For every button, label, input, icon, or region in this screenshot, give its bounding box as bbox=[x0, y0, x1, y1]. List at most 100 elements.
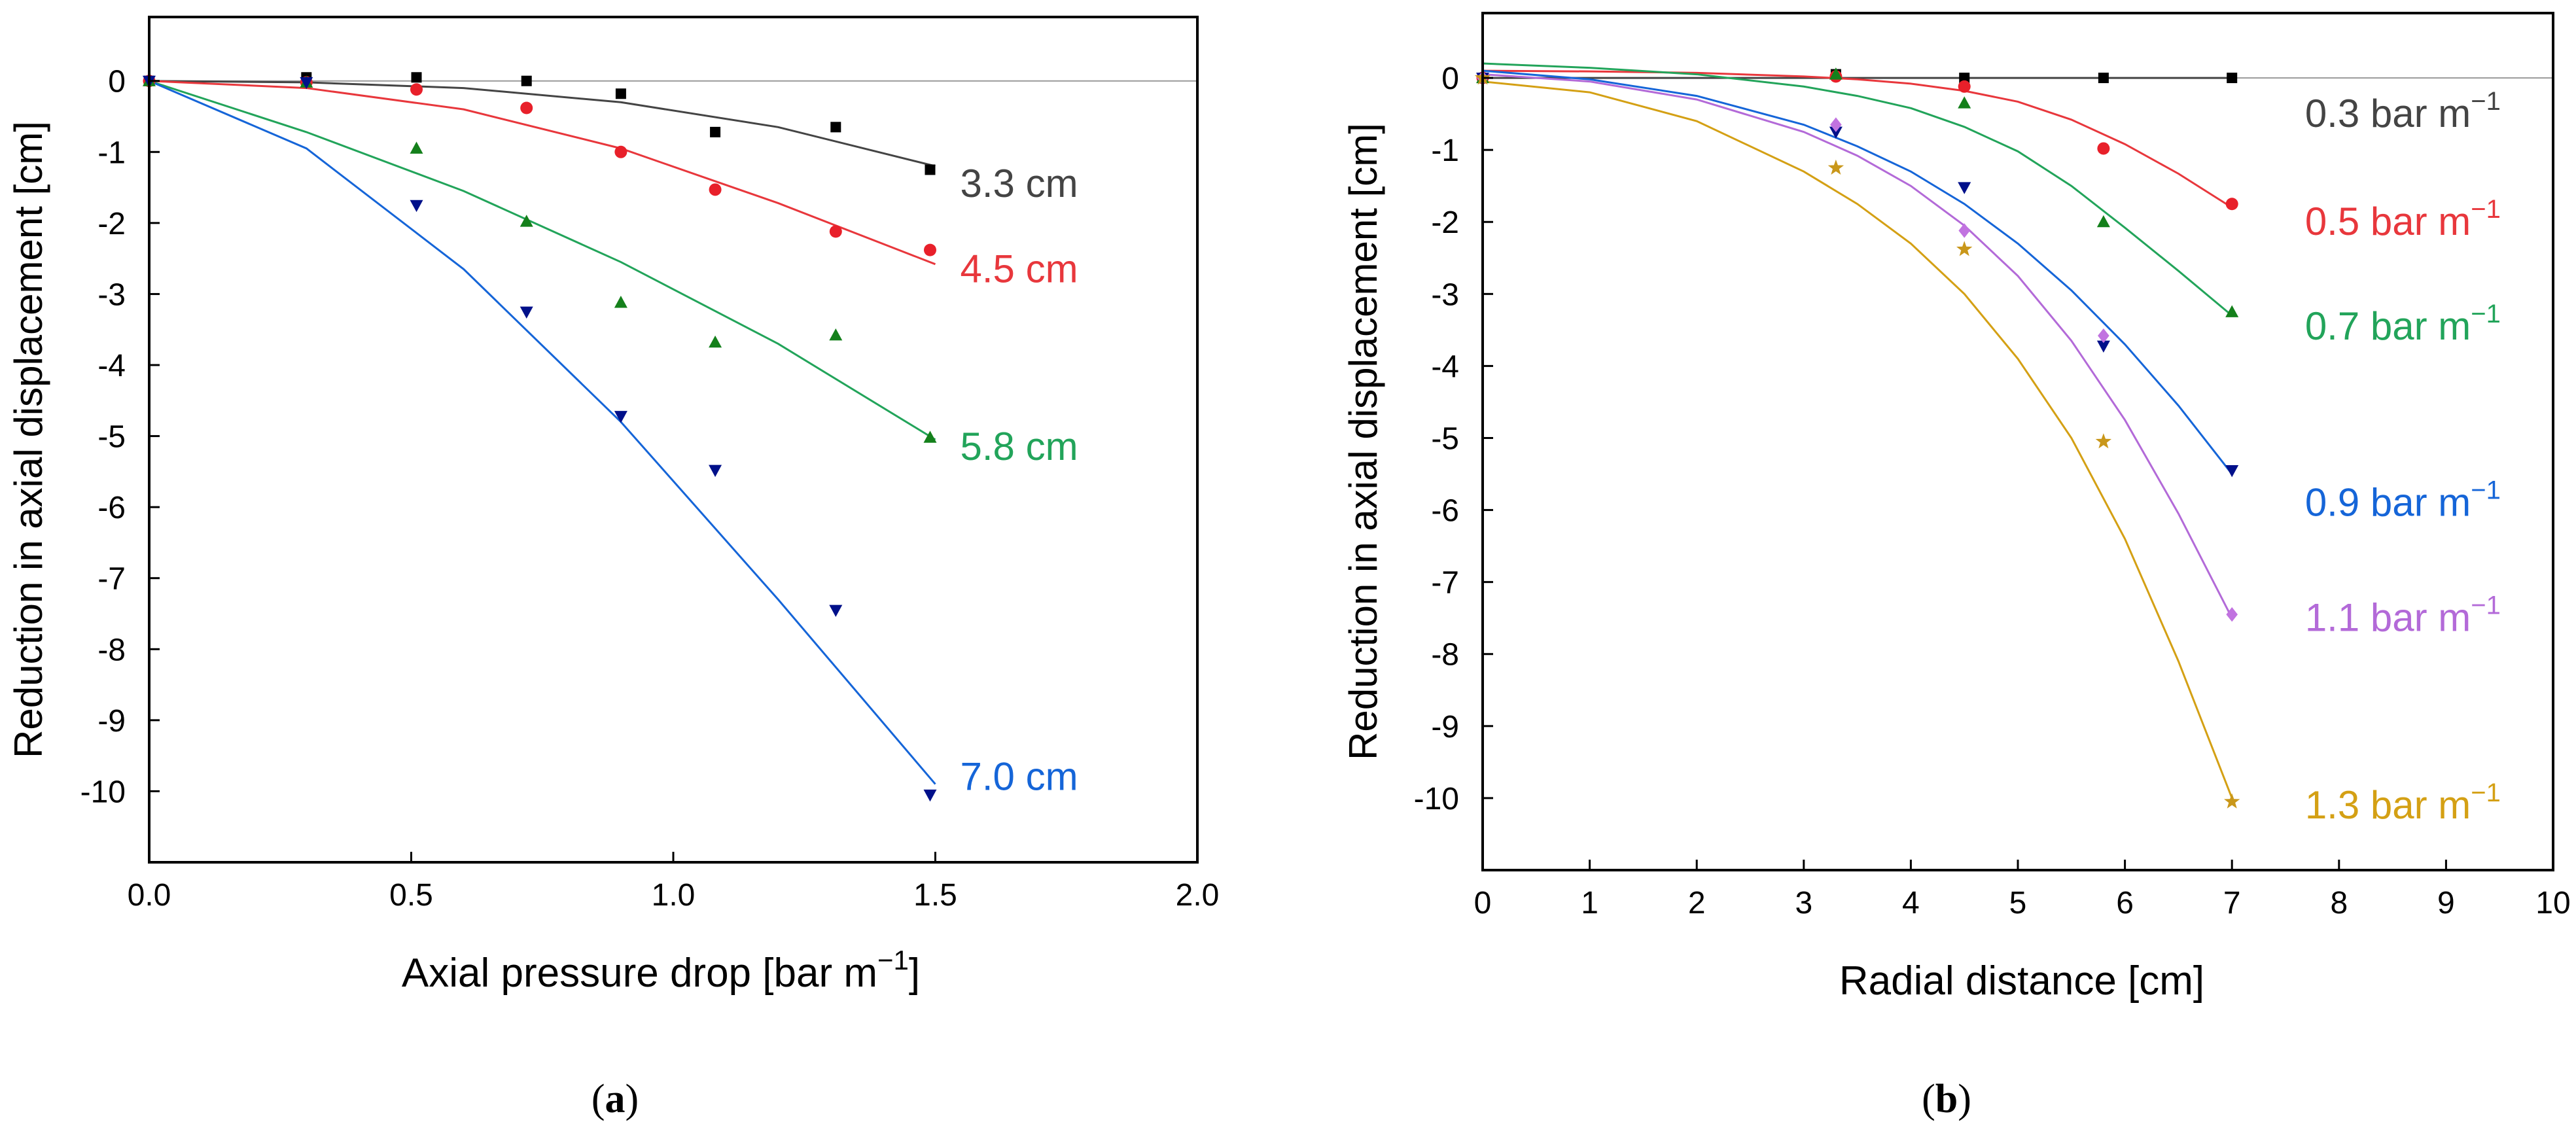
x-tick-label: 0 bbox=[1474, 886, 1492, 920]
y-tick-label: -4 bbox=[1431, 349, 1459, 384]
series-label-2-main: 4.5 cm bbox=[961, 247, 1078, 290]
y-tick-label: -10 bbox=[1414, 782, 1459, 816]
y-tick-label: -9 bbox=[1431, 710, 1459, 745]
x-axis-title: Radial distance [cm] bbox=[1839, 958, 2204, 1004]
panel-label-close: ) bbox=[626, 1077, 639, 1121]
data-point-s3-4 bbox=[2096, 215, 2110, 228]
series-label-3-superscript: −1 bbox=[2471, 300, 2501, 328]
data-point-s2-4 bbox=[2097, 142, 2110, 155]
x-tick-label: 7 bbox=[2223, 886, 2241, 920]
fit-curve-4 bbox=[149, 80, 936, 785]
x-axis-title-main: Axial pressure drop [bar m bbox=[402, 951, 877, 996]
y-tick-label: -4 bbox=[97, 349, 126, 383]
data-point-s1-5 bbox=[615, 88, 626, 99]
fit-curve-2 bbox=[149, 80, 936, 266]
y-tick-label: -8 bbox=[97, 633, 126, 667]
series-label-4-main: 0.9 bar m bbox=[2305, 481, 2471, 525]
x-tick-label: 1.5 bbox=[913, 878, 957, 913]
y-tick-label: -7 bbox=[97, 562, 126, 597]
data-point-s3-5 bbox=[2225, 305, 2239, 317]
data-point-s4-3 bbox=[410, 200, 423, 213]
y-axis-title: Reduction in axial displacement [cm] bbox=[7, 121, 50, 758]
x-axis-title-main: Radial distance [cm] bbox=[1839, 958, 2204, 1004]
fit-curve-5 bbox=[1482, 73, 2233, 619]
data-point-s1-5 bbox=[2227, 73, 2238, 84]
series-label-1-main: 3.3 cm bbox=[961, 162, 1078, 205]
series-label-2: 4.5 cm bbox=[961, 247, 1078, 290]
data-point-s4-4 bbox=[2096, 340, 2110, 353]
data-point-s5-3 bbox=[1958, 223, 1970, 238]
panel-label-letter: b bbox=[1935, 1077, 1958, 1121]
data-point-s5-5 bbox=[2226, 607, 2238, 622]
data-point-s3-4 bbox=[520, 215, 533, 227]
x-tick-label: 1 bbox=[1581, 886, 1598, 920]
data-point-s3-2 bbox=[1829, 67, 1843, 80]
data-point-s1-3 bbox=[1959, 73, 1970, 84]
y-tick-label: -2 bbox=[97, 207, 126, 241]
data-point-s2-5 bbox=[2225, 198, 2238, 211]
chart-panel-a: 3.3 cm 4.5 cm 5.8 cm 7.0 cm 0.0 0.5 1.0 1.5 2.0 0… bbox=[7, 16, 1220, 1121]
series-label-1-main: 0.3 bar m bbox=[2305, 92, 2471, 135]
y-tick-label: -8 bbox=[1431, 638, 1459, 673]
series-label-5: 1.1 bar m−1 bbox=[2305, 591, 2501, 640]
y-tick-label: -6 bbox=[1431, 494, 1459, 529]
series-label-3: 5.8 cm bbox=[961, 425, 1078, 468]
y-tick-label: 0 bbox=[1441, 61, 1459, 96]
panel-label-close: ) bbox=[1958, 1077, 1971, 1121]
y-tick-label: -3 bbox=[1431, 277, 1459, 312]
data-point-s4-2 bbox=[1829, 126, 1843, 139]
fit-curve-3 bbox=[1482, 62, 2233, 317]
data-point-s4-5 bbox=[614, 411, 627, 423]
data-point-s3-7 bbox=[829, 328, 843, 341]
series-label-1: 3.3 cm bbox=[961, 162, 1078, 205]
series-label-3-main: 5.8 cm bbox=[961, 425, 1078, 468]
panel-label-letter: a bbox=[605, 1077, 626, 1121]
series-label-3-main: 0.7 bar m bbox=[2305, 304, 2471, 348]
y-tick-label: -10 bbox=[80, 775, 126, 809]
data-point-s4-7 bbox=[829, 605, 843, 617]
panel-label-open: ( bbox=[591, 1077, 605, 1121]
data-point-s2-3 bbox=[1958, 80, 1971, 93]
data-point-s4-6 bbox=[709, 464, 722, 478]
y-tick-label: -5 bbox=[97, 420, 126, 455]
data-point-s2-5 bbox=[614, 145, 627, 158]
data-point-s3-5 bbox=[614, 296, 627, 308]
data-point-s2-3 bbox=[410, 83, 423, 96]
data-point-s3-6 bbox=[709, 335, 722, 348]
series-label-3: 0.7 bar m−1 bbox=[2305, 300, 2501, 348]
series-label-4: 0.9 bar m−1 bbox=[2305, 476, 2501, 525]
series-label-4-superscript: −1 bbox=[2471, 476, 2501, 505]
x-tick-label: 6 bbox=[2116, 886, 2134, 920]
panel-label-open: ( bbox=[1922, 1077, 1935, 1121]
data-point-s1-3 bbox=[411, 72, 422, 83]
x-tick-label: 5 bbox=[2009, 886, 2027, 920]
data-point-s6-5 bbox=[2224, 793, 2240, 809]
data-point-s2-7 bbox=[829, 225, 842, 238]
data-point-s4-5 bbox=[2225, 465, 2239, 478]
y-tick-label: -6 bbox=[97, 491, 126, 525]
series-label-2-superscript: −1 bbox=[2471, 195, 2501, 224]
data-point-s6-2 bbox=[1827, 159, 1844, 175]
y-tick-label: -9 bbox=[97, 704, 126, 739]
y-axis-title: Reduction in axial displacement [cm] bbox=[1341, 123, 1385, 760]
panel-label: (b) bbox=[1922, 1077, 1971, 1121]
y-tick-label: 0 bbox=[108, 65, 126, 99]
data-point-s3-8 bbox=[923, 430, 937, 443]
data-point-s4-2 bbox=[300, 77, 313, 90]
chart-panel-b: 0.3 bar m−10.5 bar m−10.7 bar m−10.9 bar… bbox=[1341, 12, 2571, 1121]
x-tick-label: 4 bbox=[1902, 886, 1920, 920]
y-tick-label: -1 bbox=[97, 135, 126, 170]
data-point-s5-4 bbox=[2098, 328, 2109, 343]
x-axis-title: Axial pressure drop [bar m−1] bbox=[402, 945, 920, 996]
data-point-s2-6 bbox=[709, 183, 722, 196]
series-label-5-superscript: −1 bbox=[2471, 591, 2501, 620]
series-label-2-main: 0.5 bar m bbox=[2305, 200, 2471, 243]
data-point-s4-4 bbox=[520, 306, 533, 319]
x-tick-label: 2.0 bbox=[1176, 878, 1220, 913]
data-point-s4-3 bbox=[1958, 182, 1971, 194]
data-point-s2-4 bbox=[520, 101, 533, 114]
series-label-5-main: 1.1 bar m bbox=[2305, 596, 2471, 640]
data-point-s1-4 bbox=[2098, 73, 2109, 84]
